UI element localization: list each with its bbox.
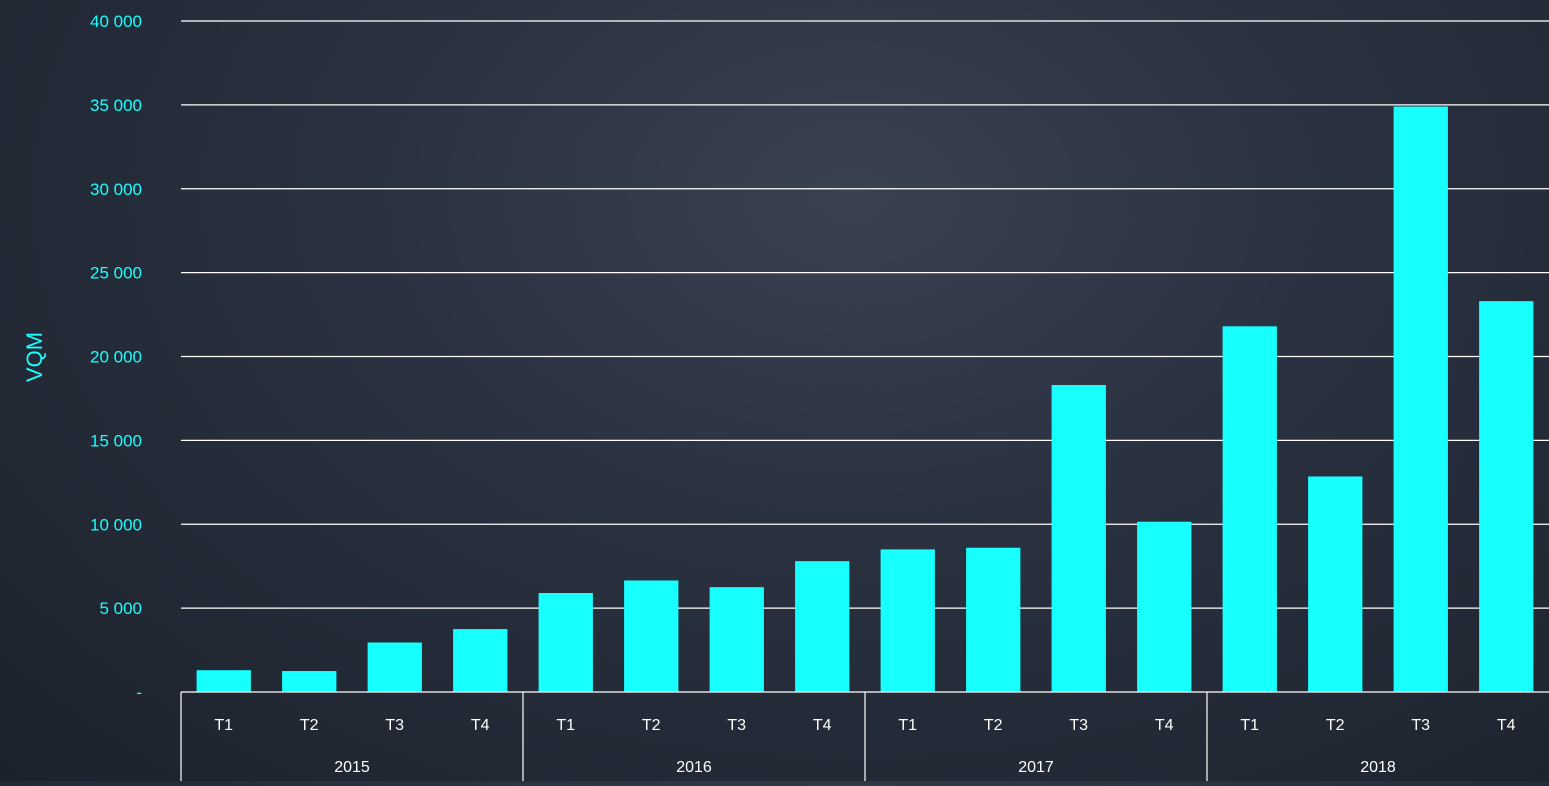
bar — [1137, 521, 1192, 692]
x-group-label: 2017 — [1018, 759, 1054, 776]
bar — [1222, 326, 1277, 692]
bar — [880, 549, 935, 692]
x-tick-label: T1 — [556, 717, 575, 734]
bars — [196, 106, 1534, 693]
y-axis-ticks: - 5 000 10 000 15 000 20 000 25 000 30 000 35 0… — [90, 12, 142, 702]
bar — [1308, 476, 1363, 692]
x-tick-label: T4 — [1155, 717, 1174, 734]
bar — [1393, 106, 1448, 693]
x-tick-label: T3 — [1411, 717, 1430, 734]
y-tick-label: 30 000 — [90, 180, 142, 199]
y-tick-label: 35 000 — [90, 96, 142, 115]
y-tick-label: - — [136, 683, 142, 702]
bar — [282, 671, 337, 692]
bar — [1051, 385, 1106, 692]
y-tick-label: 20 000 — [90, 348, 142, 367]
y-tick-label: 5 000 — [99, 599, 142, 618]
x-tick-label: T1 — [898, 717, 917, 734]
x-tick-label: T2 — [984, 717, 1003, 734]
x-group-label: 2016 — [676, 759, 712, 776]
bar — [624, 580, 679, 692]
x-tick-label: T1 — [214, 717, 233, 734]
x-tick-label: T1 — [1240, 717, 1259, 734]
x-group-label: 2015 — [334, 759, 370, 776]
x-tick-label: T4 — [471, 717, 490, 734]
x-tick-label: T3 — [727, 717, 746, 734]
y-tick-label: 10 000 — [90, 515, 142, 534]
x-tick-label: T3 — [385, 717, 404, 734]
x-tick-label: T3 — [1069, 717, 1088, 734]
bar — [709, 587, 764, 692]
x-tick-label: T2 — [1326, 717, 1345, 734]
bar — [367, 642, 422, 692]
bar — [966, 547, 1021, 692]
y-tick-label: 15 000 — [90, 431, 142, 450]
bar — [795, 561, 850, 692]
x-tick-label: T2 — [642, 717, 661, 734]
bar — [196, 670, 251, 692]
gridlines — [181, 20, 1549, 609]
bar — [453, 629, 508, 692]
x-tick-label: T4 — [1497, 717, 1516, 734]
x-tick-label: T2 — [300, 717, 319, 734]
y-axis-label: VQM — [22, 332, 47, 382]
bar — [538, 593, 593, 692]
x-axis: T1 T2 T3 T4 2015 T1 T2 T3 T4 2016 T1 T2 T3 T4 2017 T1 T2… — [180, 691, 1549, 781]
y-tick-label: 25 000 — [90, 264, 142, 283]
x-group-label: 2018 — [1360, 759, 1396, 776]
y-tick-label: 40 000 — [90, 12, 142, 31]
bar — [1479, 301, 1534, 692]
x-tick-label: T4 — [813, 717, 832, 734]
